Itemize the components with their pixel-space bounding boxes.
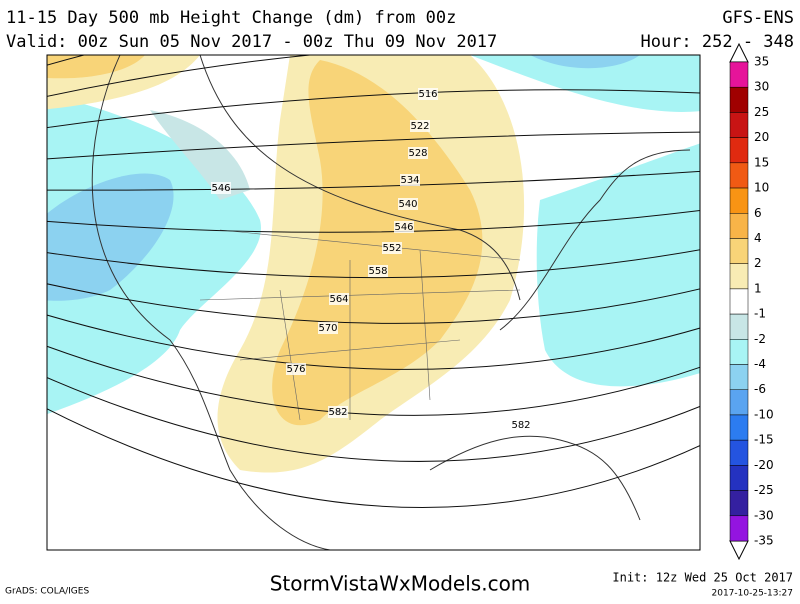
colorbar-label: -1 — [754, 307, 766, 321]
contour-label-bg — [211, 182, 231, 194]
contour-label: 540 — [398, 199, 417, 210]
contour-label-bg — [410, 120, 430, 132]
contour-line — [47, 89, 700, 129]
stamp: 2017-10-25-13:27 — [712, 589, 794, 599]
colorbar-swatch — [729, 162, 749, 189]
contour-label-bg — [286, 363, 306, 375]
map-frame — [46, 54, 701, 551]
colorbar-swatch — [729, 112, 749, 138]
colorbar-label: -6 — [754, 382, 766, 396]
contour-label: 516 — [418, 89, 437, 100]
contour-label: 552 — [382, 243, 401, 254]
colorbar-swatch — [729, 137, 749, 164]
title: 11-15 Day 500 mb Height Change (dm) from… — [6, 8, 456, 28]
contour-label: 582 — [328, 407, 347, 418]
contour-line — [47, 210, 700, 233]
coastline — [91, 55, 691, 550]
region-gray — [150, 110, 250, 200]
region-blue-ne — [530, 55, 640, 69]
hour: Hour: 252 - 348 — [640, 32, 794, 52]
colorbar-label: -20 — [754, 458, 774, 472]
colorbar-swatch — [729, 288, 749, 315]
colorbar-label: 15 — [754, 155, 769, 169]
colorbar-label: 4 — [754, 231, 762, 245]
valid: Valid: 00z Sun 05 Nov 2017 - 00z Thu 09 … — [6, 32, 497, 52]
contour-line — [47, 408, 700, 508]
colorbar-swatch — [729, 465, 749, 491]
borders — [199, 229, 521, 421]
contour-label-bg — [394, 221, 414, 233]
contour-label: 528 — [408, 148, 427, 159]
contours — [47, 55, 700, 508]
colorbar-swatch — [729, 364, 749, 390]
contour-line — [47, 249, 700, 279]
contour-line — [47, 283, 700, 324]
colorbar-label: 10 — [754, 181, 769, 195]
contour-label-bg — [328, 406, 348, 418]
contour-label-bg — [329, 293, 349, 305]
contour-label-bg — [368, 265, 388, 277]
colorbar-label: -30 — [754, 508, 774, 522]
colorbar-swatch — [729, 263, 749, 290]
colorbar-label: 30 — [754, 80, 769, 94]
contour-label-bg — [418, 88, 438, 100]
colorbar-label: -10 — [754, 407, 774, 421]
colorbar-swatch — [729, 490, 749, 517]
contour-line — [47, 376, 700, 462]
colorbar-label: 1 — [754, 281, 762, 295]
region-cyan-east — [536, 143, 700, 387]
colorbar-swatch — [729, 187, 749, 214]
colorbar-swatch — [729, 439, 749, 466]
colorbar-swatch — [729, 238, 749, 264]
colorbar-label: 6 — [754, 206, 762, 220]
colorbar-label: -25 — [754, 483, 774, 497]
contour-label-bg — [511, 419, 531, 431]
credit: GrADS: COLA/IGES — [5, 587, 89, 597]
colorbar-label: 25 — [754, 105, 769, 119]
contour-label-bg — [382, 242, 402, 254]
contour-line — [47, 131, 700, 160]
contour-line — [47, 345, 700, 416]
colorbar-swatch — [729, 515, 749, 542]
contour-line — [47, 55, 316, 97]
contour-label: 546 — [394, 222, 413, 233]
colorbar-label: -4 — [754, 357, 766, 371]
init: Init: 12z Wed 25 Oct 2017 — [612, 571, 793, 585]
colorbar-swatch — [729, 339, 749, 365]
contour-label: 576 — [286, 364, 305, 375]
contour-line — [47, 170, 700, 191]
contour-line — [47, 314, 700, 370]
colorbar-swatch — [729, 389, 749, 416]
contour-label-bg — [318, 322, 338, 334]
site: StormVistaWxModels.com — [270, 572, 531, 596]
contour-label: 534 — [400, 175, 419, 186]
colorbar-label: -15 — [754, 433, 774, 447]
region-blue-west — [47, 173, 174, 301]
region-yellow-nw — [47, 55, 145, 79]
contour-label: 546 — [211, 183, 230, 194]
colorbar: 35 30 25 20 15 10 6 4 2 1 -1 -2 -4 -6 -10 -15 -20 -25 -30 -… — [729, 42, 774, 561]
contour-label: 558 — [368, 266, 387, 277]
contour-label: 570 — [318, 323, 337, 334]
colorbar-label: -35 — [754, 534, 774, 548]
colorbar-label: 2 — [754, 256, 762, 270]
contour-label: 582 — [511, 420, 530, 431]
colorbar-swatch — [729, 61, 749, 88]
contour-label-bg — [408, 147, 428, 159]
colorbar-label: -2 — [754, 332, 766, 346]
contour-label: 522 — [410, 121, 429, 132]
model: GFS-ENS — [722, 8, 794, 28]
colorbar-swatch — [729, 213, 749, 239]
contour-label-bg — [398, 198, 418, 210]
colorbar-swatch — [729, 313, 749, 340]
colorbar-swatch — [729, 414, 749, 441]
contour-label-bg — [400, 174, 420, 186]
colorbar-label: 20 — [754, 130, 769, 144]
colorbar-swatch — [729, 86, 749, 113]
colorbar-label: 35 — [754, 55, 769, 69]
region-cyan-ne — [470, 55, 700, 112]
colorbar-arrow — [729, 540, 749, 561]
contour-label: 564 — [329, 294, 348, 305]
